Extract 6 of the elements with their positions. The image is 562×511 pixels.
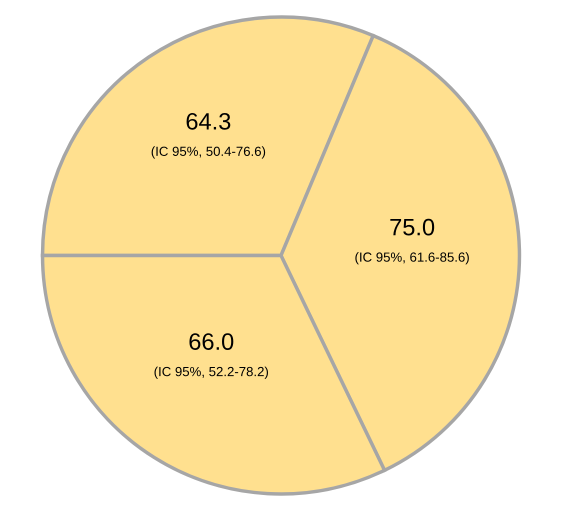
data-label: 64.3 [186,112,230,130]
text: (IC 95%, 50.4-76.6) [152,146,266,159]
text: (IC 95%, 52.2-78.2) [154,366,268,379]
data-label: 75.0 [390,218,434,236]
text: (IC 95%, 61.6-85.6) [355,252,469,264]
data-label: 66.0 [189,333,234,350]
